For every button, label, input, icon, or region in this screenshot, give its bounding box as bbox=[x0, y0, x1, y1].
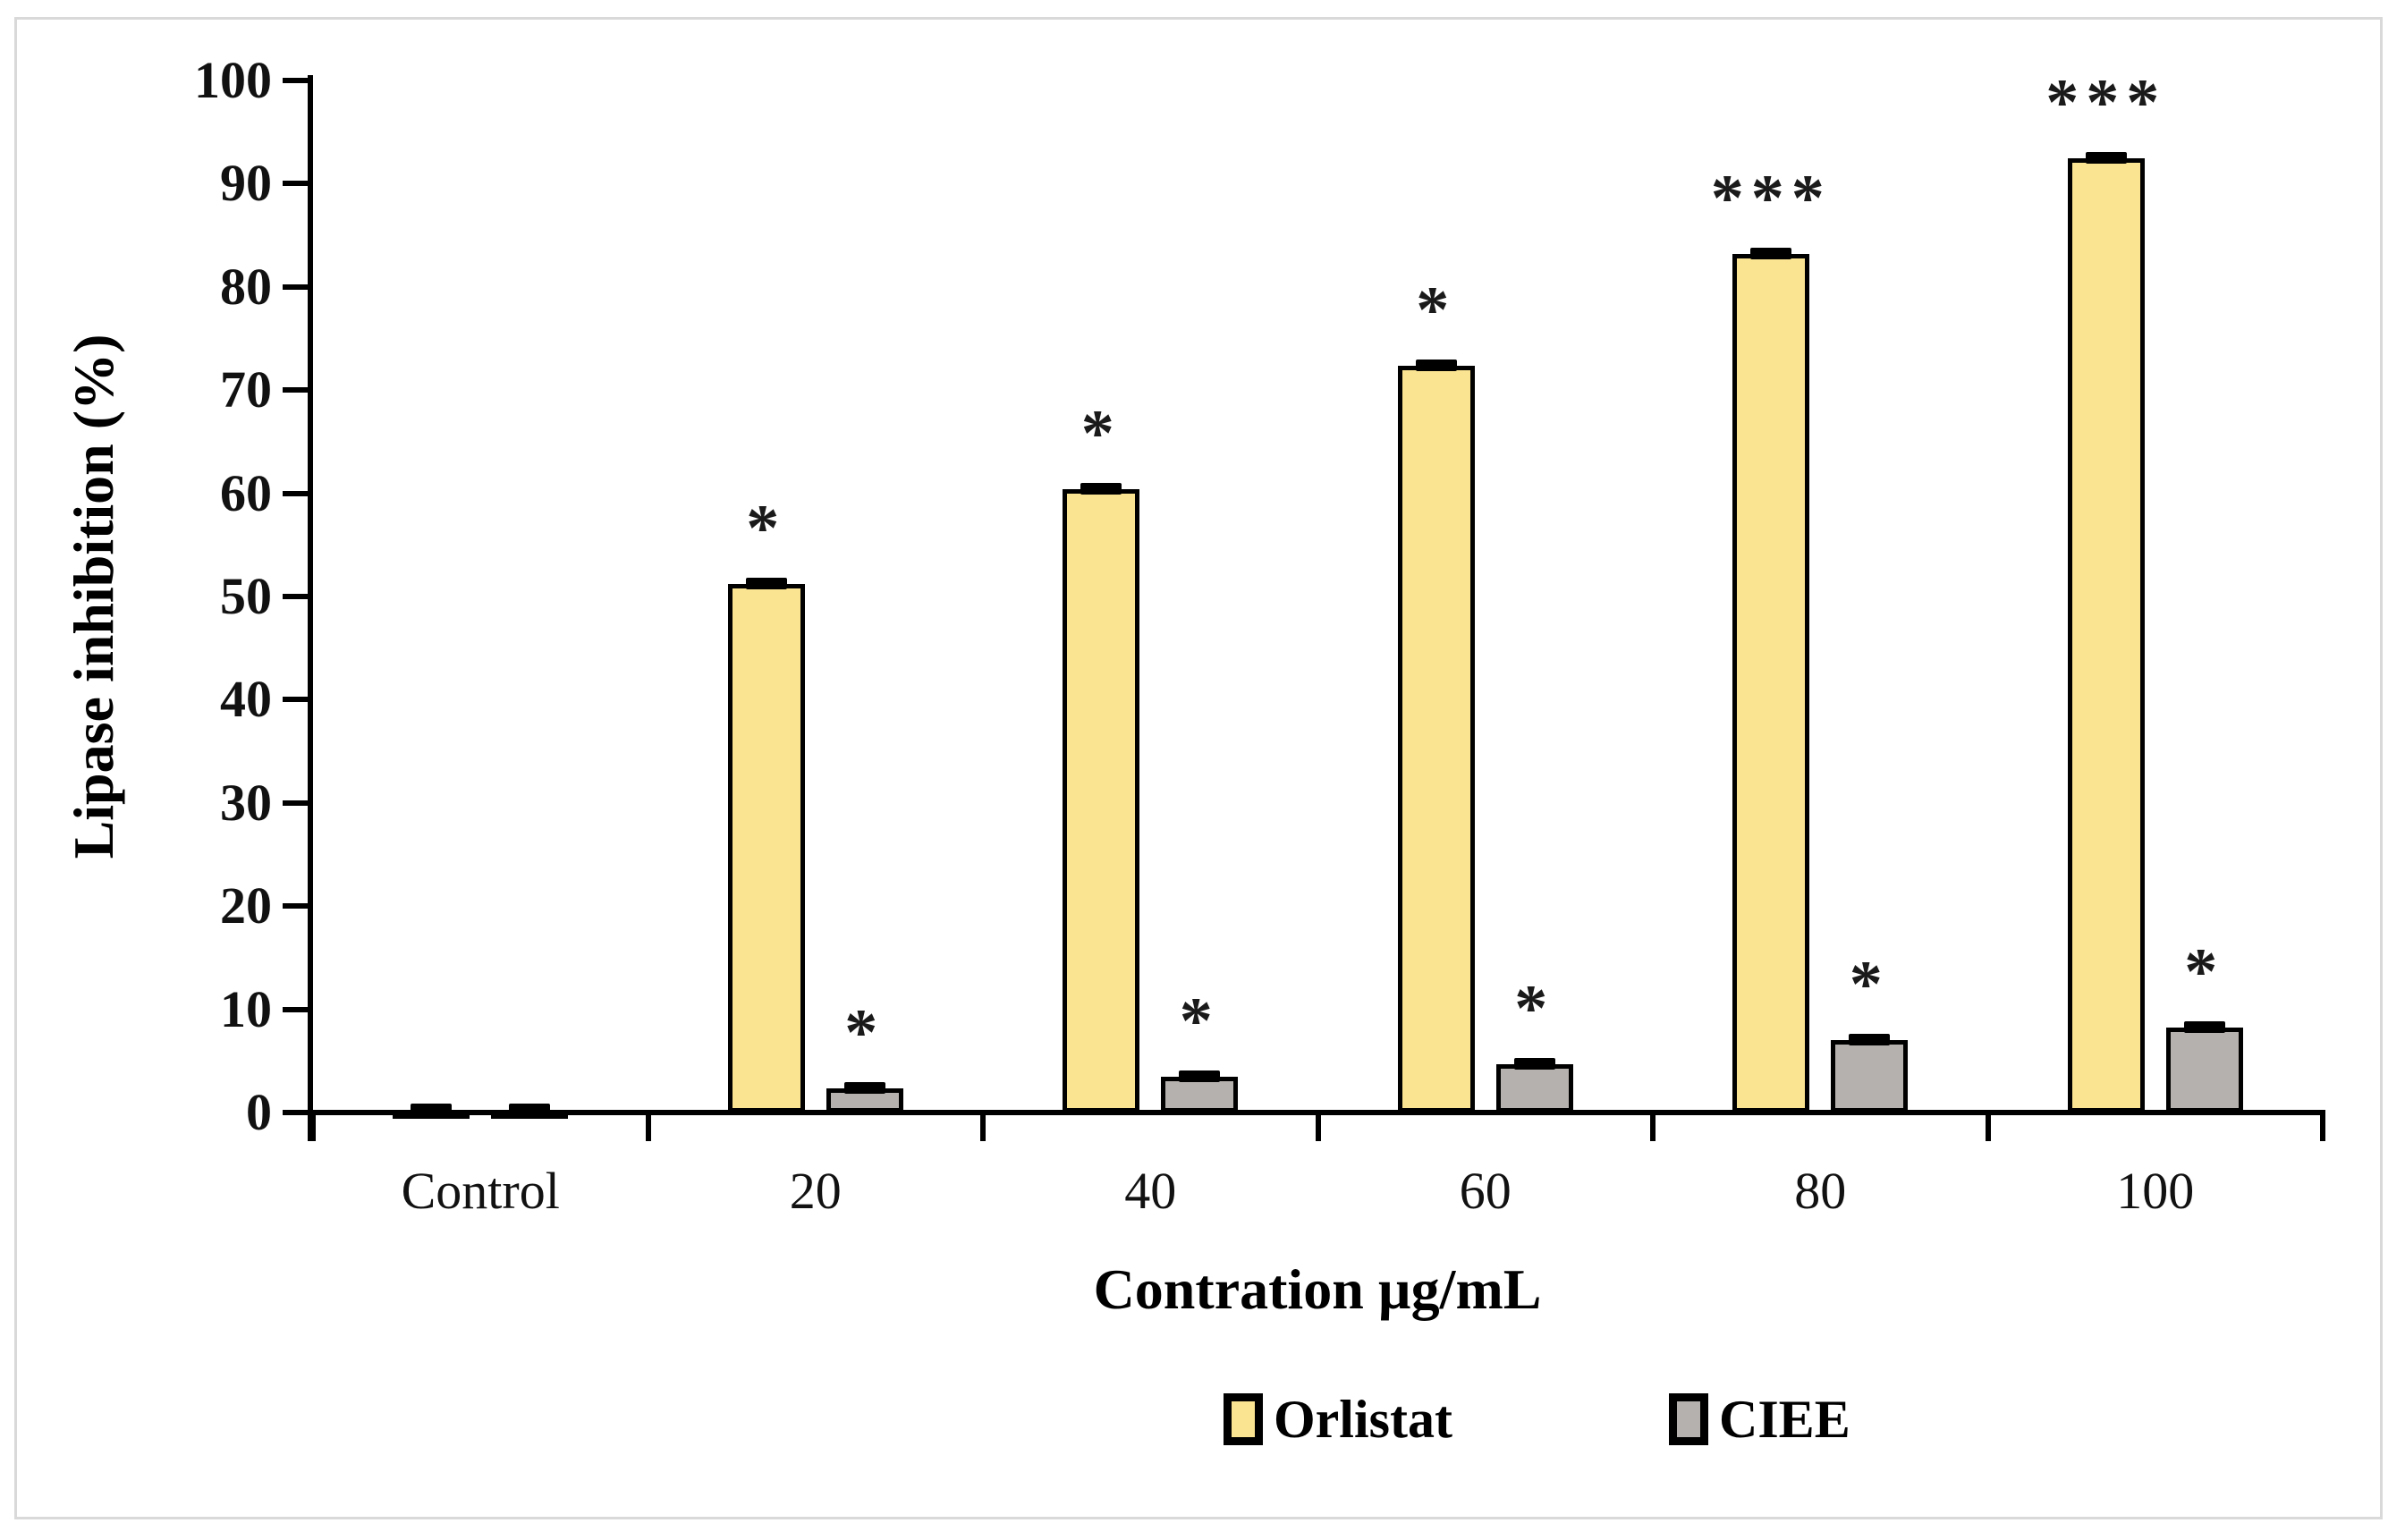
x-tick-label: 40 bbox=[1124, 1162, 1177, 1220]
y-tick-label: 0 bbox=[246, 1083, 272, 1141]
bar-orlistat-80 bbox=[1732, 253, 1810, 1113]
x-tick-mark bbox=[1315, 1113, 1321, 1141]
error-bar-cap bbox=[1415, 359, 1457, 371]
error-bar-cap bbox=[2183, 1021, 2225, 1034]
legend-item-orlistat: Orlistat bbox=[1224, 1388, 1452, 1451]
error-bar-cap bbox=[1849, 1034, 1891, 1046]
y-tick-label: 100 bbox=[194, 51, 272, 109]
y-tick-mark bbox=[283, 594, 308, 599]
x-tick-label: 100 bbox=[2116, 1162, 2195, 1220]
y-tick-mark bbox=[283, 697, 308, 703]
bar-ciee-80 bbox=[1831, 1040, 1909, 1113]
error-bar-cap bbox=[411, 1103, 453, 1115]
significance-label: *** bbox=[1710, 161, 1832, 235]
y-tick-mark bbox=[283, 800, 308, 806]
orlistat-legend-label: Orlistat bbox=[1274, 1390, 1452, 1449]
significance-label: * bbox=[2184, 935, 2225, 1010]
ciee-legend-label: CIEE bbox=[1719, 1390, 1850, 1449]
y-tick-label: 50 bbox=[220, 567, 272, 625]
error-bar-cap bbox=[2085, 151, 2127, 164]
bar-ciee-100 bbox=[2165, 1028, 2243, 1113]
y-tick-label: 10 bbox=[220, 979, 272, 1038]
significance-label: * bbox=[1849, 948, 1890, 1022]
figure-frame bbox=[14, 17, 2383, 1519]
significance-label: * bbox=[1080, 396, 1122, 470]
y-axis-title: Lipase inhibition (%) bbox=[62, 334, 125, 859]
bar-orlistat-100 bbox=[2067, 157, 2145, 1113]
bar-orlistat-20 bbox=[727, 584, 805, 1113]
y-axis-line bbox=[308, 75, 313, 1141]
y-tick-label: 80 bbox=[220, 257, 272, 316]
y-tick-mark bbox=[283, 903, 308, 910]
ciee-legend-swatch bbox=[1669, 1393, 1708, 1445]
x-axis-title: Contration µg/mL bbox=[1093, 1257, 1542, 1321]
x-tick-label: 20 bbox=[789, 1162, 842, 1220]
significance-label: * bbox=[746, 492, 787, 566]
significance-label: * bbox=[1416, 273, 1457, 347]
y-tick-mark bbox=[283, 1110, 308, 1115]
significance-label: * bbox=[1514, 971, 1555, 1045]
x-tick-mark bbox=[310, 1113, 316, 1141]
error-bar-cap bbox=[1179, 1070, 1221, 1082]
y-tick-mark bbox=[283, 181, 308, 187]
y-tick-label: 70 bbox=[220, 360, 272, 419]
error-bar-cap bbox=[1080, 482, 1122, 495]
bar-ciee-60 bbox=[1495, 1063, 1573, 1113]
bar-orlistat-60 bbox=[1397, 365, 1475, 1113]
error-bar-cap bbox=[1513, 1057, 1555, 1070]
significance-label: * bbox=[844, 996, 885, 1070]
error-bar-cap bbox=[509, 1103, 551, 1115]
x-tick-mark bbox=[2320, 1113, 2325, 1141]
y-tick-label: 40 bbox=[220, 670, 272, 729]
x-tick-mark bbox=[1985, 1113, 1991, 1141]
x-tick-mark bbox=[645, 1113, 651, 1141]
y-tick-label: 60 bbox=[220, 463, 272, 522]
error-bar-cap bbox=[1750, 247, 1792, 259]
y-tick-mark bbox=[283, 490, 308, 496]
x-tick-label: 80 bbox=[1794, 1162, 1847, 1220]
y-tick-mark bbox=[283, 78, 308, 83]
y-tick-label: 30 bbox=[220, 773, 272, 832]
significance-label: *** bbox=[2045, 65, 2167, 140]
significance-label: * bbox=[1179, 984, 1220, 1058]
x-tick-label: Control bbox=[401, 1162, 560, 1220]
legend-item-ciee: CIEE bbox=[1669, 1388, 1850, 1451]
y-tick-label: 90 bbox=[220, 154, 272, 213]
y-tick-mark bbox=[283, 283, 308, 290]
error-bar-cap bbox=[745, 578, 787, 590]
x-tick-mark bbox=[980, 1113, 986, 1141]
x-tick-mark bbox=[1650, 1113, 1656, 1141]
x-tick-label: 60 bbox=[1459, 1162, 1512, 1220]
y-tick-label: 20 bbox=[220, 876, 272, 935]
error-bar-cap bbox=[843, 1082, 885, 1095]
bar-orlistat-40 bbox=[1063, 488, 1140, 1113]
y-tick-mark bbox=[283, 387, 308, 393]
orlistat-legend-swatch bbox=[1224, 1393, 1263, 1445]
y-tick-mark bbox=[283, 1006, 308, 1012]
bar-ciee-40 bbox=[1161, 1076, 1239, 1113]
